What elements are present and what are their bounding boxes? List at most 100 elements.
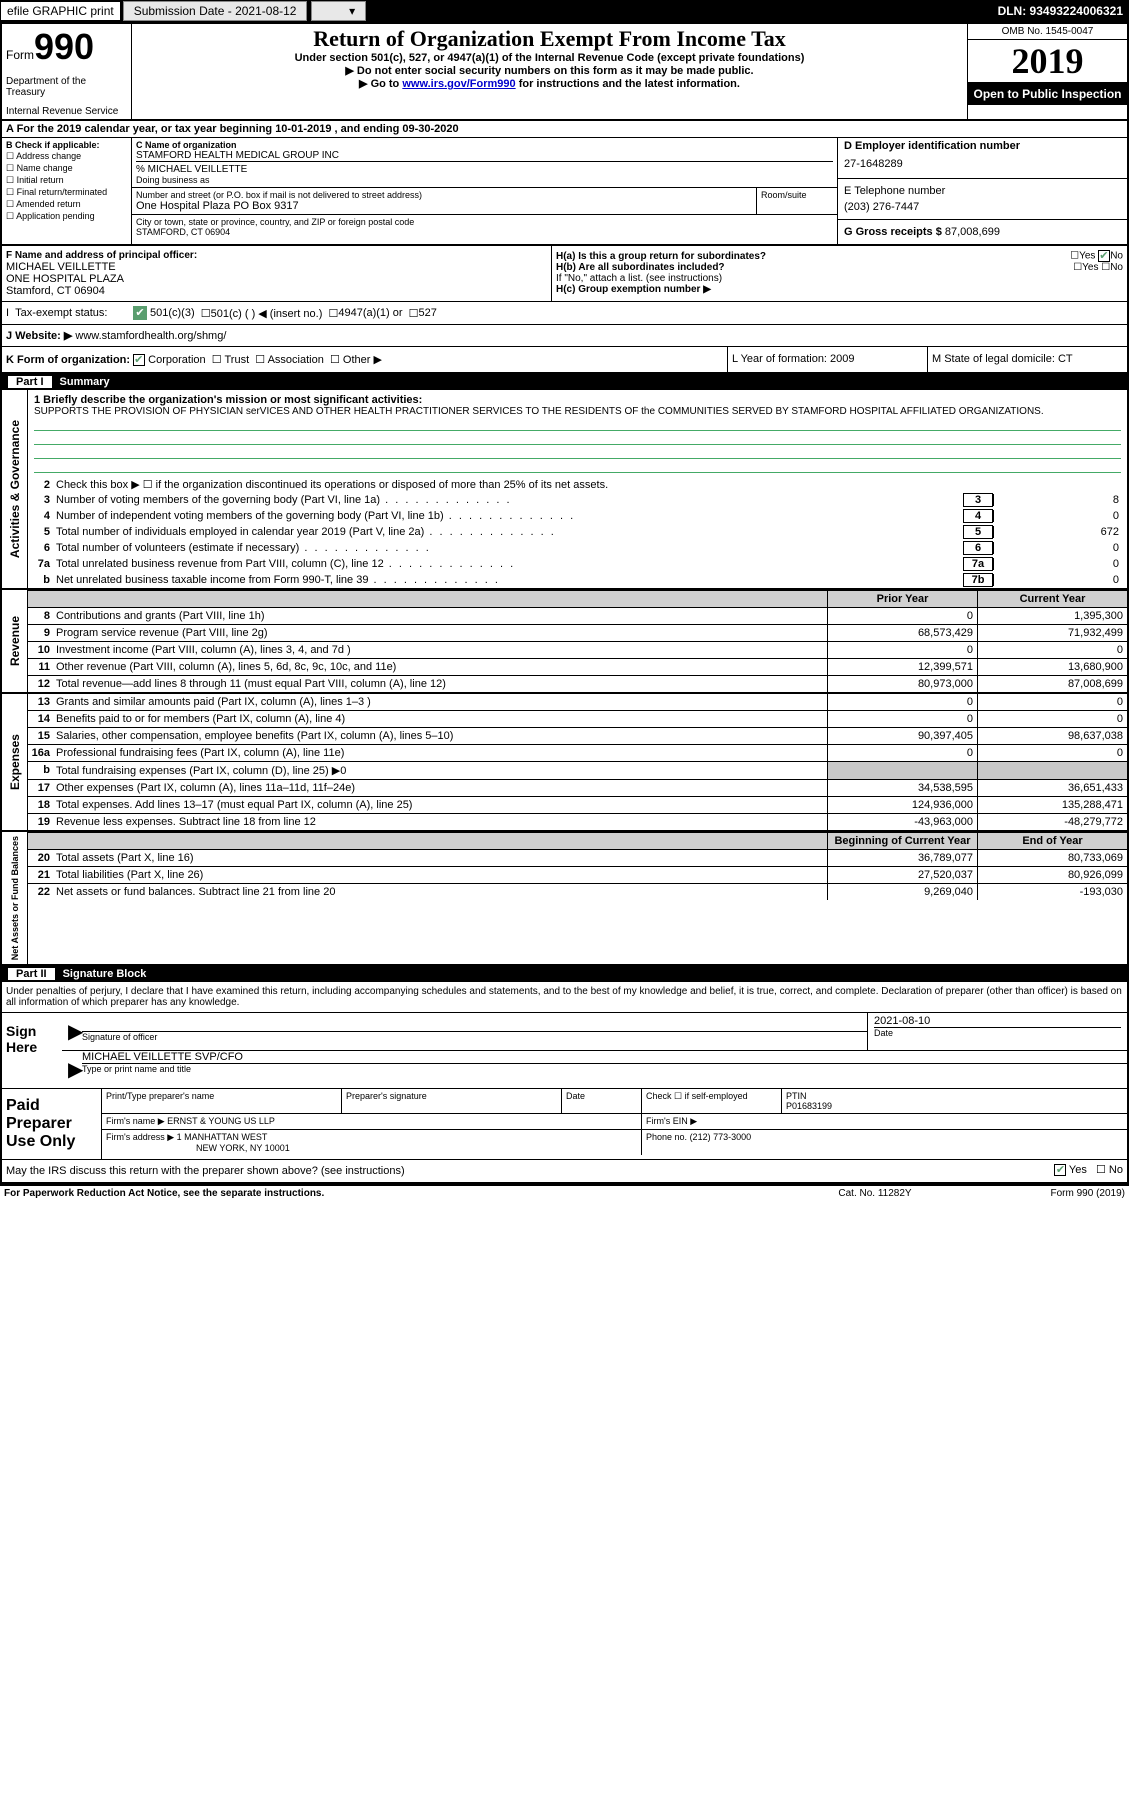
line14-desc: Benefits paid to or for members (Part IX… — [56, 711, 827, 727]
line10-current: 0 — [977, 642, 1127, 658]
info-grid: B Check if applicable: ☐ Address change … — [2, 138, 1127, 246]
part2-num: Part II — [8, 968, 55, 980]
line17-desc: Other expenses (Part IX, column (A), lin… — [56, 780, 827, 796]
governance-section: Activities & Governance 1 Briefly descri… — [2, 390, 1127, 590]
box-m: M State of legal domicile: CT — [927, 347, 1127, 372]
box-f-label: F Name and address of principal officer: — [6, 250, 547, 261]
box-b: B Check if applicable: ☐ Address change … — [2, 138, 132, 244]
line16b-desc: Total fundraising expenses (Part IX, col… — [56, 762, 827, 779]
line9-prior: 68,573,429 — [827, 625, 977, 641]
ein-label: D Employer identification number — [844, 140, 1121, 152]
line7a-val: 0 — [993, 558, 1123, 570]
ptin-value: P01683199 — [786, 1101, 1123, 1111]
mission-text: SUPPORTS THE PROVISION OF PHYSICIAN serV… — [34, 406, 1121, 417]
line4-desc: Number of independent voting members of … — [56, 510, 959, 522]
officer-addr1: ONE HOSPITAL PLAZA — [6, 273, 547, 285]
ein-value: 27-1648289 — [844, 152, 1121, 176]
line5-desc: Total number of individuals employed in … — [56, 526, 959, 538]
line22-begin: 9,269,040 — [827, 884, 977, 900]
line15-current: 98,637,038 — [977, 728, 1127, 744]
tax-status-row: I Tax-exempt status: ✔501(c)(3) ☐ 501(c)… — [2, 302, 1127, 325]
gross-label: G Gross receipts $ — [844, 226, 942, 238]
hb-note: If "No," attach a list. (see instruction… — [556, 273, 1123, 284]
line13-prior: 0 — [827, 694, 977, 710]
prep-check-label: Check ☐ if self-employed — [642, 1089, 782, 1113]
firm-addr-label: Firm's address ▶ — [106, 1132, 174, 1142]
chk-name-change[interactable]: ☐ Name change — [6, 163, 127, 174]
line7b-val: 0 — [993, 574, 1123, 586]
submission-date-button[interactable]: Submission Date - 2021-08-12 — [123, 1, 308, 21]
box-c: C Name of organization STAMFORD HEALTH M… — [132, 138, 837, 244]
inspection-label: Open to Public Inspection — [968, 83, 1127, 105]
line21-desc: Total liabilities (Part X, line 26) — [56, 867, 827, 883]
hc-label: H(c) Group exemption number ▶ — [556, 284, 1123, 295]
part2-header: Part II Signature Block — [2, 966, 1127, 982]
dropdown-button[interactable]: ▾ — [311, 1, 366, 21]
firm-name: ERNST & YOUNG US LLP — [167, 1116, 275, 1126]
line21-end: 80,926,099 — [977, 867, 1127, 883]
line11-current: 13,680,900 — [977, 659, 1127, 675]
ha-label: H(a) Is this a group return for subordin… — [556, 251, 766, 262]
chk-application-pending[interactable]: ☐ Application pending — [6, 211, 127, 222]
chk-corporation[interactable] — [133, 354, 145, 366]
discuss-question: May the IRS discuss this return with the… — [6, 1163, 923, 1179]
line2: Check this box ▶ ☐ if the organization d… — [56, 478, 1123, 491]
ha-no-check[interactable] — [1098, 250, 1110, 262]
line17-prior: 34,538,595 — [827, 780, 977, 796]
line10-desc: Investment income (Part VIII, column (A)… — [56, 642, 827, 658]
line22-end: -193,030 — [977, 884, 1127, 900]
line11-prior: 12,399,571 — [827, 659, 977, 675]
chk-amended[interactable]: ☐ Amended return — [6, 199, 127, 210]
header-right: OMB No. 1545-0047 2019 Open to Public In… — [967, 24, 1127, 119]
chk-address-change[interactable]: ☐ Address change — [6, 151, 127, 162]
form-title: Return of Organization Exempt From Incom… — [138, 26, 961, 52]
chk-501c3[interactable]: ✔ — [133, 306, 147, 320]
line12-desc: Total revenue—add lines 8 through 11 (mu… — [56, 676, 827, 692]
revenue-section: Revenue Prior YearCurrent Year 8Contribu… — [2, 590, 1127, 694]
netassets-vlabel: Net Assets or Fund Balances — [8, 832, 22, 964]
website-label: J Website: ▶ — [6, 330, 72, 342]
line12-prior: 80,973,000 — [827, 676, 977, 692]
chk-final-return[interactable]: ☐ Final return/terminated — [6, 187, 127, 198]
expenses-section: Expenses 13Grants and similar amounts pa… — [2, 694, 1127, 832]
header-left: Form990 Department of the Treasury Inter… — [2, 24, 132, 119]
firm-addr2: NEW YORK, NY 10001 — [106, 1143, 290, 1153]
part1-num: Part I — [8, 376, 52, 388]
part2-title: Signature Block — [63, 968, 147, 980]
line2-pre: ▶ Go to — [359, 78, 402, 90]
prep-phone: (212) 773-3000 — [690, 1132, 752, 1142]
line15-desc: Salaries, other compensation, employee b… — [56, 728, 827, 744]
discuss-yes-check[interactable] — [1054, 1164, 1066, 1176]
form-header: Form990 Department of the Treasury Inter… — [2, 24, 1127, 121]
chk-initial-return[interactable]: ☐ Initial return — [6, 175, 127, 186]
box-d-e-g: D Employer identification number 27-1648… — [837, 138, 1127, 244]
preparer-row: Paid Preparer Use Only Print/Type prepar… — [2, 1089, 1127, 1160]
firm-addr1: 1 MANHATTAN WEST — [177, 1132, 268, 1142]
website-row: J Website: ▶ www.stamfordhealth.org/shmg… — [2, 325, 1127, 347]
line16a-prior: 0 — [827, 745, 977, 761]
i-label: I Tax-exempt status: — [6, 307, 130, 319]
preparer-label: Paid Preparer Use Only — [2, 1089, 102, 1159]
line9-desc: Program service revenue (Part VIII, line… — [56, 625, 827, 641]
line22-desc: Net assets or fund balances. Subtract li… — [56, 884, 827, 900]
sign-here-row: Sign Here ▶ Signature of officer 2021-08… — [2, 1012, 1127, 1089]
form990-link[interactable]: www.irs.gov/Form990 — [402, 78, 515, 90]
officer-addr2: Stamford, CT 06904 — [6, 285, 547, 297]
top-bar: efile GRAPHIC print Submission Date - 20… — [0, 0, 1129, 22]
k-label: K Form of organization: — [6, 354, 130, 366]
current-year-header: Current Year — [977, 591, 1127, 607]
line16b-current — [977, 762, 1127, 779]
box-f-h: F Name and address of principal officer:… — [2, 246, 1127, 302]
governance-vlabel: Activities & Governance — [6, 416, 24, 562]
omb-number: OMB No. 1545-0047 — [968, 24, 1127, 40]
prep-phone-label: Phone no. — [646, 1132, 687, 1142]
line8-desc: Contributions and grants (Part VIII, lin… — [56, 608, 827, 624]
mission-label: 1 Briefly describe the organization's mi… — [34, 394, 1121, 406]
header-mid: Return of Organization Exempt From Incom… — [132, 24, 967, 119]
line9-current: 71,932,499 — [977, 625, 1127, 641]
line6-desc: Total number of volunteers (estimate if … — [56, 542, 959, 554]
footer-formref: Form 990 (2019) — [975, 1188, 1125, 1199]
officer-name: MICHAEL VEILLETTE — [6, 261, 547, 273]
footer-catno: Cat. No. 11282Y — [775, 1188, 975, 1199]
box-l: L Year of formation: 2009 — [727, 347, 927, 372]
